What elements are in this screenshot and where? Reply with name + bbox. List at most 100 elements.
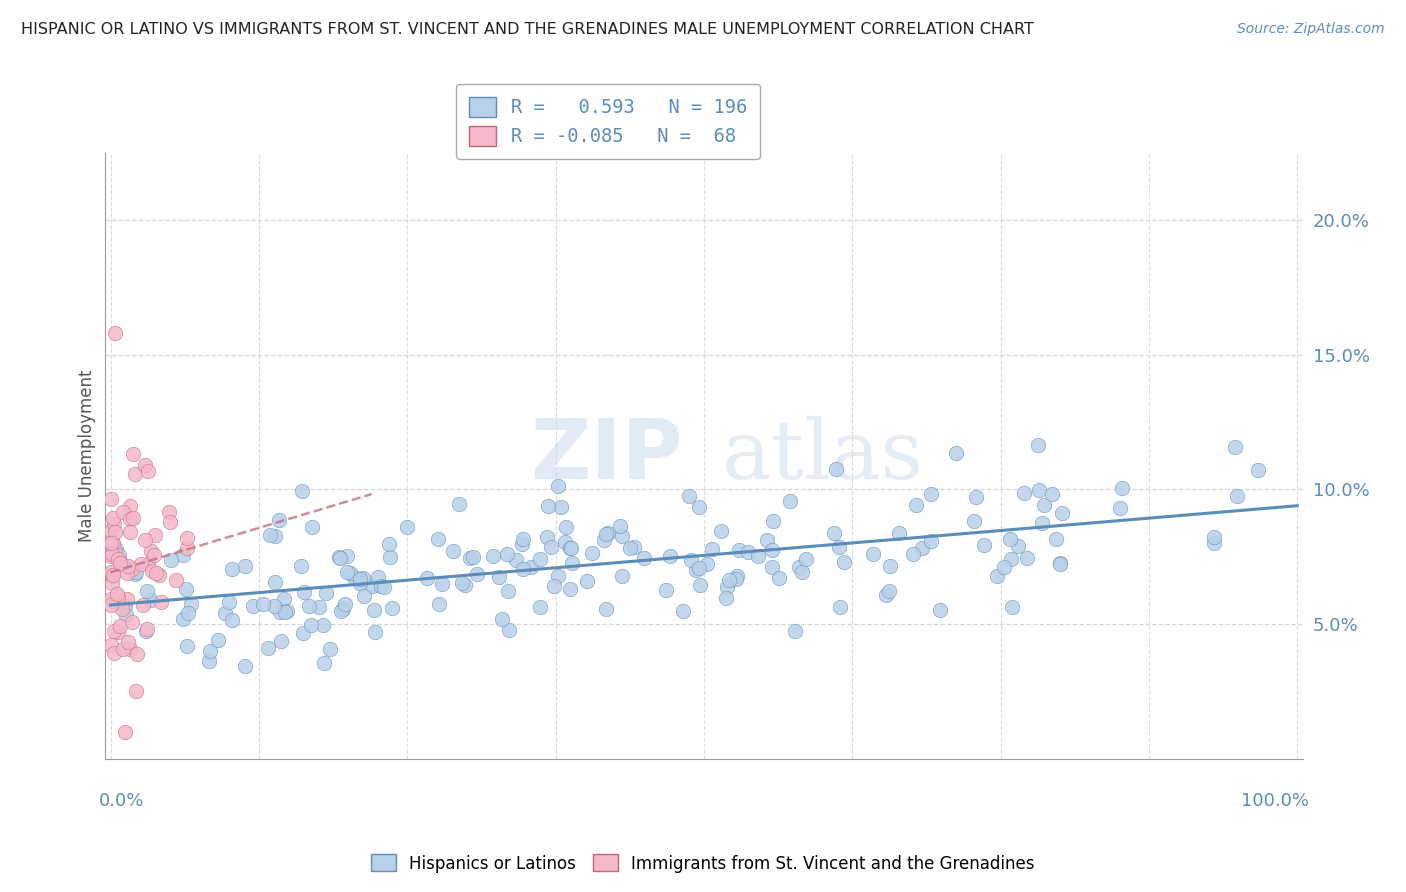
Point	[176, 541, 198, 556]
Point	[696, 557, 718, 571]
Point	[141, 564, 163, 578]
Point	[451, 575, 474, 590]
Point	[1247, 463, 1270, 477]
Point	[920, 487, 942, 501]
Point	[610, 568, 633, 582]
Point	[609, 519, 631, 533]
Point	[121, 562, 143, 576]
Point	[540, 540, 562, 554]
Point	[447, 497, 470, 511]
Point	[453, 578, 475, 592]
Point	[396, 520, 419, 534]
Point	[875, 588, 897, 602]
Point	[537, 500, 560, 514]
Point	[737, 545, 759, 559]
Point	[512, 533, 534, 547]
Point	[100, 524, 122, 538]
Point	[107, 624, 129, 639]
Point	[441, 544, 464, 558]
Point	[496, 547, 519, 561]
Point	[725, 572, 748, 586]
Point	[688, 561, 710, 575]
Point	[221, 614, 243, 628]
Point	[112, 641, 135, 656]
Point	[124, 684, 146, 698]
Point	[135, 622, 157, 636]
Point	[136, 557, 159, 571]
Point	[172, 549, 194, 563]
Point	[117, 635, 139, 649]
Point	[380, 549, 402, 564]
Point	[529, 552, 551, 566]
Point	[100, 535, 122, 549]
Point	[101, 575, 124, 590]
Point	[135, 584, 157, 599]
Point	[145, 566, 167, 580]
Point	[1026, 438, 1049, 452]
Point	[343, 570, 366, 584]
Point	[176, 531, 198, 545]
Point	[1108, 501, 1130, 516]
Point	[427, 598, 450, 612]
Point	[1226, 489, 1249, 503]
Point	[339, 566, 361, 581]
Point	[352, 570, 374, 584]
Point	[104, 524, 127, 539]
Point	[292, 584, 315, 599]
Point	[658, 549, 681, 563]
Point	[122, 446, 145, 460]
Point	[794, 552, 817, 566]
Point	[633, 550, 655, 565]
Point	[242, 599, 264, 613]
Point	[100, 565, 122, 579]
Point	[233, 558, 256, 573]
Point	[101, 511, 124, 525]
Point	[498, 623, 520, 637]
Point	[558, 541, 581, 556]
Point	[276, 604, 298, 618]
Point	[101, 568, 124, 582]
Point	[269, 606, 291, 620]
Point	[252, 597, 274, 611]
Point	[685, 563, 707, 577]
Point	[114, 607, 136, 622]
Point	[1015, 551, 1038, 566]
Point	[787, 560, 810, 574]
Text: 0.0%: 0.0%	[98, 792, 143, 810]
Point	[920, 533, 942, 548]
Point	[200, 644, 222, 658]
Point	[378, 536, 401, 550]
Point	[560, 582, 582, 597]
Text: ZIP: ZIP	[530, 416, 682, 496]
Point	[1032, 498, 1054, 512]
Point	[114, 599, 136, 614]
Text: 100.0%: 100.0%	[1241, 792, 1309, 810]
Point	[103, 646, 125, 660]
Point	[1001, 599, 1024, 614]
Point	[100, 491, 122, 506]
Point	[655, 582, 678, 597]
Point	[904, 498, 927, 512]
Point	[364, 625, 387, 640]
Point	[291, 484, 314, 499]
Point	[353, 589, 375, 603]
Point	[612, 529, 634, 543]
Point	[561, 556, 583, 570]
Point	[104, 326, 127, 341]
Point	[125, 648, 148, 662]
Point	[108, 619, 131, 633]
Point	[1204, 536, 1226, 550]
Point	[105, 587, 128, 601]
Point	[482, 549, 505, 564]
Point	[879, 558, 901, 573]
Point	[108, 548, 131, 562]
Point	[1040, 486, 1063, 500]
Point	[465, 567, 488, 582]
Point	[1049, 557, 1071, 571]
Point	[235, 659, 257, 673]
Point	[336, 565, 359, 579]
Point	[1031, 516, 1053, 530]
Point	[101, 568, 124, 582]
Point	[426, 532, 449, 546]
Point	[761, 542, 783, 557]
